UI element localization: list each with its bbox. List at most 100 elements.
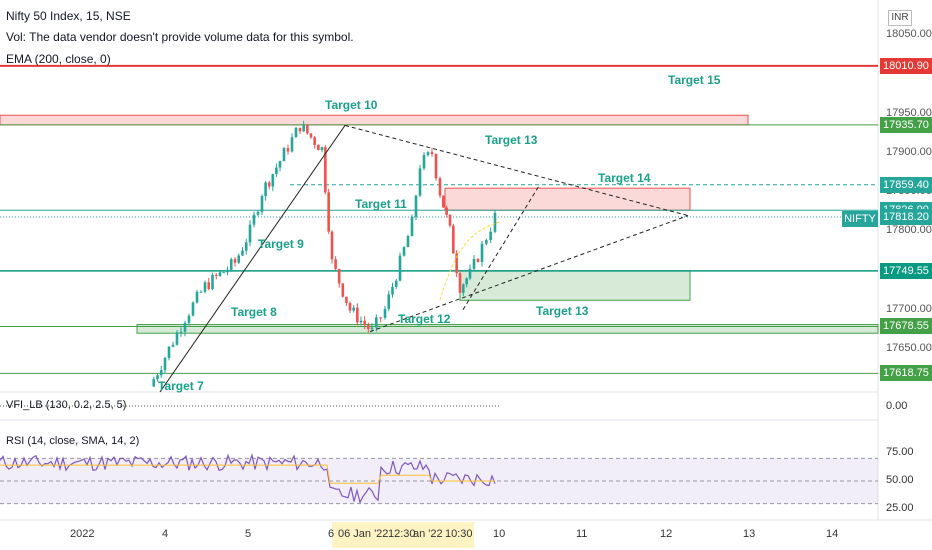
candle-body (375, 317, 378, 328)
candle-body (324, 147, 327, 193)
candle-body (448, 214, 452, 226)
rsi-tick: 25.00 (886, 502, 914, 515)
target-label: Target 8 (231, 305, 277, 319)
candle-body (203, 282, 207, 292)
candle-body (363, 320, 366, 325)
price-tick: 17900.00 (886, 145, 932, 158)
price-tick: 17650.00 (886, 341, 932, 354)
candle-body (256, 211, 260, 215)
candle-body (179, 331, 183, 333)
target-label: Target 7 (158, 379, 204, 393)
rising-trendline (159, 125, 346, 393)
time-label: 6 (328, 528, 335, 540)
candle-body (313, 137, 316, 145)
ema-line (439, 221, 501, 301)
candle-body (320, 147, 324, 151)
time-crosshair-label: 12:30 (388, 528, 416, 540)
candle-body (294, 127, 298, 138)
vfi-tick: 0.00 (886, 400, 908, 412)
rsi-tick: 75.00 (886, 445, 914, 458)
candle-body (278, 161, 282, 168)
candle-body (214, 274, 218, 276)
symbol-tag: NIFTY (842, 211, 878, 227)
time-label: 13 (743, 528, 756, 540)
candle-body (452, 225, 455, 254)
candle-body (175, 332, 179, 345)
target-label: Target 9 (258, 237, 304, 251)
candle-body (341, 283, 345, 297)
target-label: Target 13 (485, 133, 538, 147)
candle-body (352, 307, 355, 311)
candle-body (264, 182, 267, 197)
rsi-line (0, 452, 496, 505)
time-label: 4 (162, 528, 169, 540)
candle-body (191, 302, 195, 316)
candle-body (156, 375, 159, 380)
candle-body (465, 278, 468, 285)
candle-body (275, 167, 278, 175)
candle-body (359, 320, 363, 323)
candle-body (370, 327, 374, 330)
zone-support (459, 270, 691, 301)
price-tick: 18050.00 (886, 28, 932, 41)
candle-body (414, 195, 418, 217)
target-label: Target 13 (536, 304, 589, 318)
candle-body (330, 231, 334, 260)
candle-body (418, 168, 422, 196)
time-crosshair-label: 10:30 (445, 528, 473, 540)
vfi-legend[interactable]: VFI_LB (130, 0.2, 2.5, 5) (6, 399, 127, 411)
candle-body (244, 242, 248, 251)
price-level-tag: 18010.90 (880, 57, 932, 74)
candle-body (426, 152, 430, 155)
candle-body (298, 127, 302, 132)
candle-body (306, 124, 309, 134)
time-label: 14 (826, 528, 839, 540)
candle-body (282, 148, 286, 162)
candle-body (195, 291, 199, 303)
candle-body (493, 212, 497, 232)
candle-body (442, 195, 445, 208)
time-label: 2022 (70, 528, 95, 540)
candle-body (383, 308, 387, 318)
candle-body (163, 357, 167, 371)
rsi-legend[interactable]: RSI (14, close, SMA, 14, 2) (6, 435, 140, 447)
candle-body (476, 258, 480, 262)
target-label: Target 10 (325, 98, 378, 112)
candle-body (233, 259, 237, 263)
candle-body (241, 250, 244, 256)
candle-body (229, 259, 233, 270)
price-tick: 17800.00 (886, 224, 932, 237)
candle-body (485, 240, 488, 244)
candle-body (455, 253, 458, 274)
time-label: 12 (660, 528, 673, 540)
candle-body (309, 133, 313, 138)
candle-body (327, 192, 330, 232)
rsi-tick: 50.00 (886, 474, 914, 486)
candle-body (271, 174, 275, 187)
time-crosshair-label: an '22 (413, 528, 443, 540)
candle-body (480, 243, 484, 262)
chart-title: Nifty 50 Index, 15, NSE (6, 9, 131, 23)
candle-body (422, 154, 426, 169)
ema-legend[interactable]: EMA (200, close, 0) (6, 52, 111, 66)
candle-body (211, 274, 214, 290)
candle-body (468, 268, 472, 279)
candle-body (226, 269, 229, 273)
time-label: 5 (245, 528, 252, 540)
price-tick: 17950.00 (886, 106, 932, 119)
candle-body (445, 207, 448, 215)
candle-body (187, 315, 191, 323)
candle-body (489, 231, 492, 241)
time-crosshair-label: 06 Jan '22 (338, 528, 389, 540)
candle-body (367, 324, 370, 330)
candle-body (430, 152, 434, 155)
candle-body (167, 346, 171, 358)
candle-body (337, 268, 341, 284)
currency-badge[interactable]: INR (888, 10, 912, 26)
candle-body (394, 280, 398, 287)
price-level-tag: 17678.55 (880, 318, 932, 335)
candle-body (406, 236, 410, 248)
price-level-tag: 17935.70 (880, 116, 932, 133)
target-label: Target 11 (355, 197, 407, 211)
